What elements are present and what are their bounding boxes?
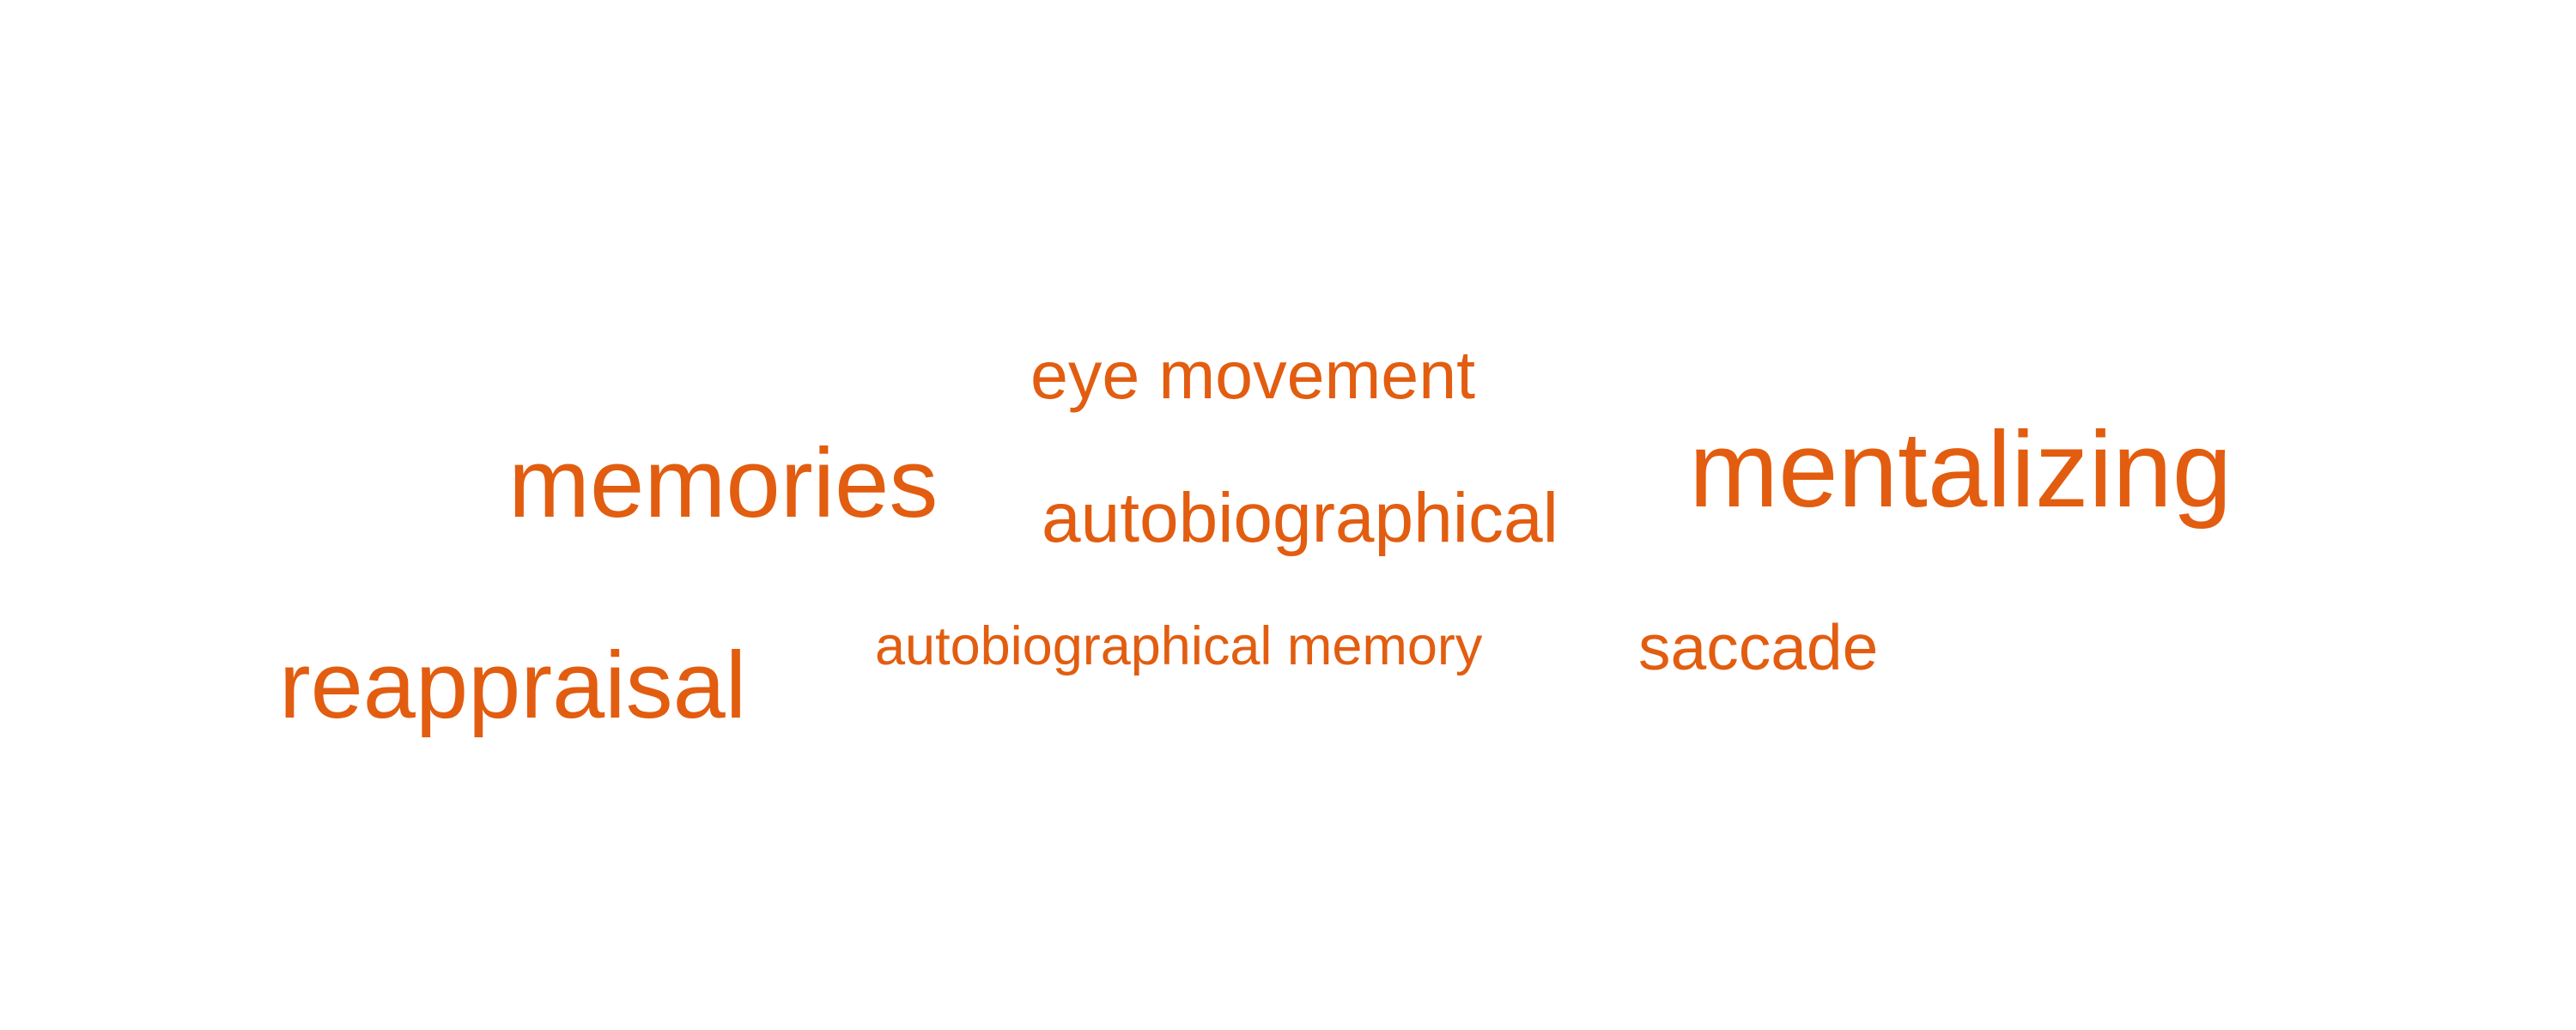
word-reappraisal: reappraisal bbox=[279, 633, 747, 738]
word-saccade: saccade bbox=[1638, 611, 1879, 683]
word-memories: memories bbox=[508, 429, 939, 538]
word-autobiographical: autobiographical bbox=[1042, 479, 1558, 557]
word-autobiographical-memory: autobiographical memory bbox=[875, 616, 1483, 676]
word-eye-movement: eye movement bbox=[1030, 336, 1476, 413]
word-mentalizing: mentalizing bbox=[1689, 410, 2233, 530]
